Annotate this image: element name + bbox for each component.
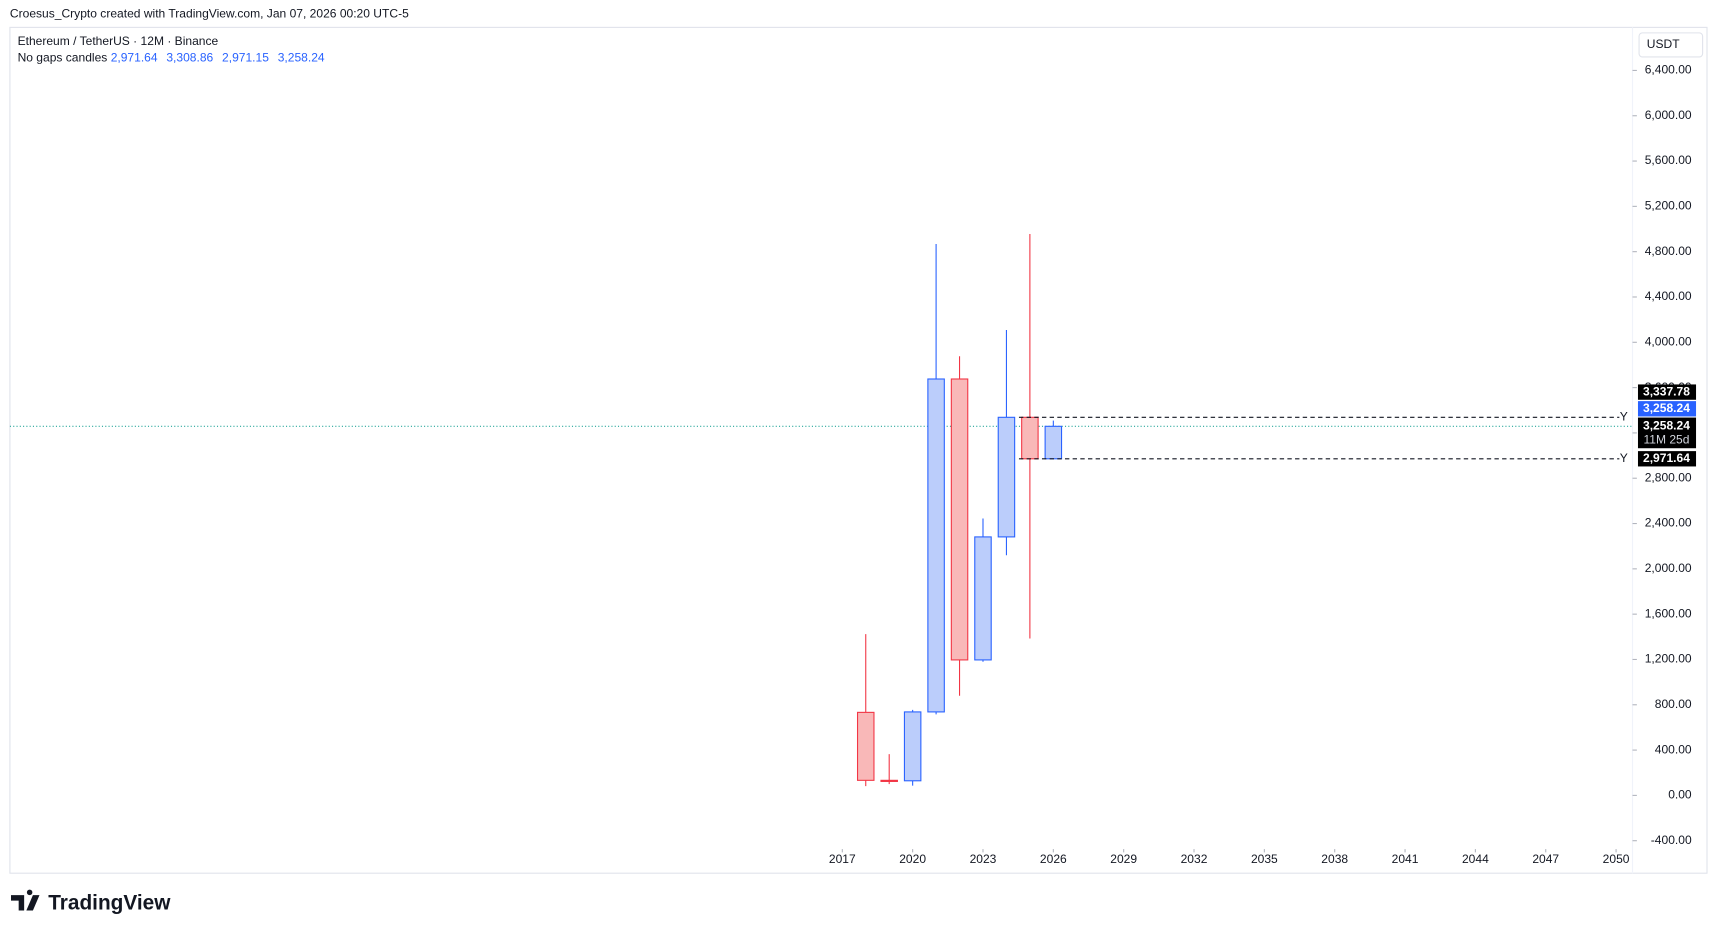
x-tick-label: 2026 bbox=[1040, 852, 1067, 866]
price-badge-label: 3,337.78 bbox=[1643, 384, 1690, 398]
ohlc-value: 2,971.64 bbox=[111, 50, 158, 64]
last-price-badge-bg bbox=[1637, 401, 1697, 417]
y-tick-label: 6,400.00 bbox=[1645, 63, 1692, 77]
candle-body bbox=[903, 711, 922, 782]
x-tick-label: 2023 bbox=[970, 852, 997, 866]
y-tick-label: -400.00 bbox=[1651, 833, 1692, 847]
x-tick-label: 2041 bbox=[1392, 852, 1419, 866]
y-tick-label: 800.00 bbox=[1655, 697, 1692, 711]
candle-body bbox=[1021, 416, 1039, 460]
ohlc-value: 2,971.15 bbox=[222, 50, 269, 64]
candle-body bbox=[927, 378, 945, 713]
price-badge-bg bbox=[1637, 451, 1697, 467]
candle-body bbox=[880, 779, 898, 782]
symbol-title: Ethereum / TetherUS · 12M · Binance bbox=[18, 34, 219, 48]
last-price-label: 3,258.24 bbox=[1643, 419, 1690, 433]
x-tick-label: 2029 bbox=[1110, 852, 1137, 866]
y-tick-label: 1,600.00 bbox=[1645, 606, 1692, 620]
countdown-bg bbox=[1637, 417, 1697, 449]
candle-body bbox=[1044, 425, 1063, 460]
candle-body bbox=[950, 378, 969, 661]
y-tick-label: 2,400.00 bbox=[1645, 516, 1692, 530]
currency-box[interactable] bbox=[1638, 32, 1704, 58]
price-line-marker: Y bbox=[1620, 451, 1628, 465]
x-tick-label: 2038 bbox=[1321, 852, 1348, 866]
y-tick-label: 4,000.00 bbox=[1645, 334, 1692, 348]
x-tick-label: 2050 bbox=[1603, 852, 1630, 866]
attribution: Croesus_Crypto created with TradingView.… bbox=[10, 6, 409, 20]
y-tick-label: 4,800.00 bbox=[1645, 244, 1692, 258]
y-tick-label: 1,200.00 bbox=[1645, 652, 1692, 666]
candle-body bbox=[997, 416, 1016, 538]
x-tick-label: 2017 bbox=[829, 852, 856, 866]
logo: TradingView bbox=[11, 889, 171, 914]
chart-frame bbox=[9, 26, 1708, 874]
y-tick-label: 6,000.00 bbox=[1645, 108, 1692, 122]
y-tick-label: 400.00 bbox=[1655, 742, 1692, 756]
x-tick-label: 2047 bbox=[1532, 852, 1559, 866]
y-tick-label: 5,600.00 bbox=[1645, 153, 1692, 167]
y-tick-label: 4,400.00 bbox=[1645, 289, 1692, 303]
x-tick-label: 2035 bbox=[1251, 852, 1278, 866]
last-price-badge-label: 3,258.24 bbox=[1643, 401, 1690, 415]
logo-text: TradingView bbox=[48, 891, 171, 914]
ohlc-value: 3,258.24 bbox=[278, 50, 325, 64]
candle-body bbox=[974, 536, 992, 661]
x-tick-label: 2020 bbox=[899, 852, 926, 866]
y-tick-label: 2,000.00 bbox=[1645, 561, 1692, 575]
y-tick-label: 0.00 bbox=[1668, 788, 1692, 802]
currency[interactable]: USDT bbox=[1647, 37, 1680, 51]
candle-body bbox=[856, 711, 875, 781]
y-tick-label: 5,200.00 bbox=[1645, 199, 1692, 213]
price-badge-bg bbox=[1637, 384, 1697, 400]
countdown: 11M 25d bbox=[1643, 433, 1689, 447]
chart-subtitle: No gaps candles bbox=[18, 50, 108, 64]
price-line-marker: Y bbox=[1620, 409, 1628, 423]
x-tick-label: 2044 bbox=[1462, 852, 1489, 866]
ohlc-value: 3,308.86 bbox=[166, 50, 213, 64]
y-tick-label: 2,800.00 bbox=[1645, 470, 1692, 484]
logo-icon bbox=[11, 889, 40, 911]
price-badge-label: 2,971.64 bbox=[1643, 451, 1690, 465]
x-tick-label: 2032 bbox=[1181, 852, 1208, 866]
